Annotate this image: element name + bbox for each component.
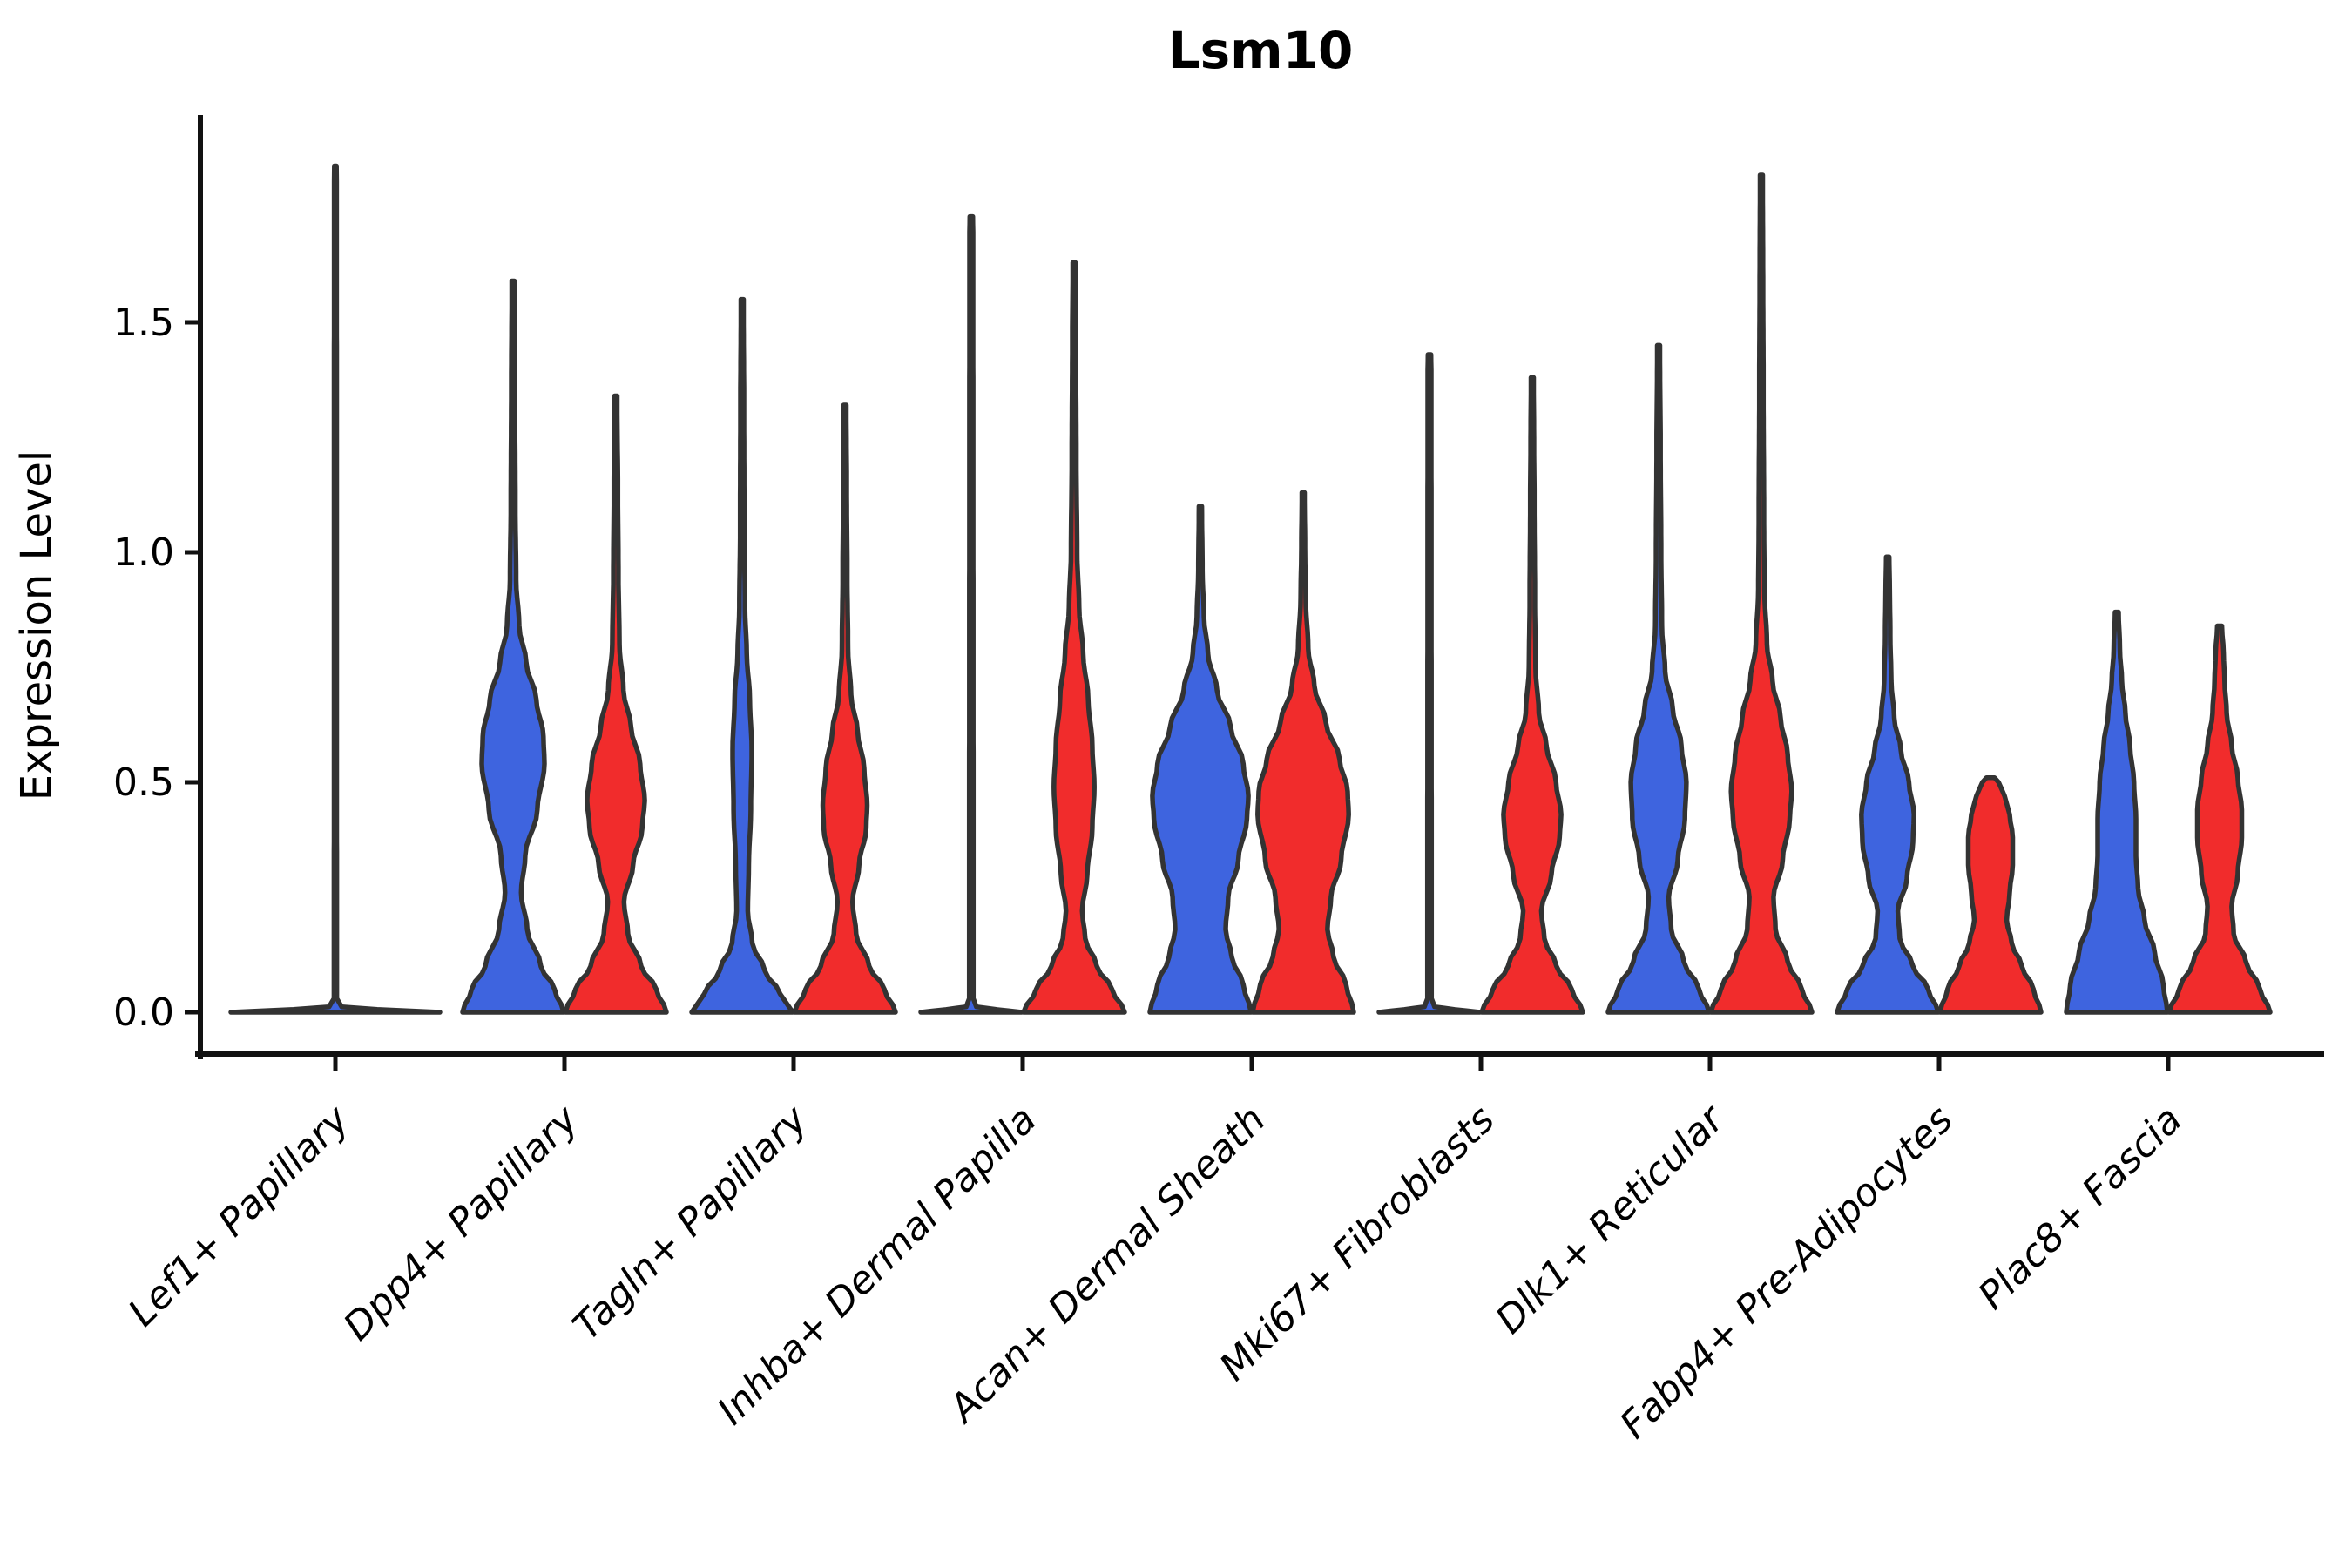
violin-fabp4-pre-adipocytes-right: [1937, 774, 2044, 1015]
violin-acan-dermal-sheath-left: [1147, 504, 1254, 1015]
violin-dlk1-reticular-right: [1708, 172, 1815, 1015]
chart-title: Lsm10: [1168, 21, 1354, 80]
violin-dpp4-papillary-right: [563, 393, 669, 1015]
violin-inhba-dermal-papilla-left: [918, 213, 1024, 1015]
violin-mki67-fibroblasts-left: [1376, 352, 1483, 1015]
violin-layer: [228, 163, 2273, 1015]
violin-plac8-fascia-right: [2166, 623, 2273, 1015]
violin-acan-dermal-sheath-right: [1250, 490, 1356, 1015]
y-tick-label: 0.5: [113, 760, 174, 805]
violin-dlk1-reticular-left: [1605, 342, 1712, 1015]
y-axis-label: Expression Level: [12, 450, 61, 801]
y-tick-label: 0.0: [113, 990, 174, 1035]
violin-tagln-papillary-left: [689, 296, 795, 1015]
x-tick-label-tagln-papillary: Tagln+ Papillary: [564, 1097, 816, 1348]
violin-dpp4-papillary-left: [460, 278, 566, 1015]
y-tick-label: 1.5: [113, 301, 174, 345]
x-tick-label-dlk1-reticular: Dlk1+ Reticular: [1487, 1096, 1734, 1342]
violin-plac8-fascia-left: [2064, 609, 2170, 1015]
violin-mki67-fibroblasts-right: [1479, 375, 1585, 1015]
x-tick-label-plac8-fascia: Plac8+ Fascia: [1970, 1098, 2190, 1318]
violin-tagln-papillary-right: [792, 402, 898, 1015]
y-tick-label: 1.0: [113, 531, 174, 575]
violin-lef1-papillary-center: [228, 163, 443, 1015]
x-tick-label-dpp4-papillary: Dpp4+ Papillary: [335, 1097, 588, 1349]
x-tick-label-lef1-papillary: Lef1+ Papillary: [120, 1097, 359, 1335]
violin-inhba-dermal-papilla-right: [1021, 260, 1127, 1015]
violin-fabp4-pre-adipocytes-left: [1835, 554, 1941, 1015]
